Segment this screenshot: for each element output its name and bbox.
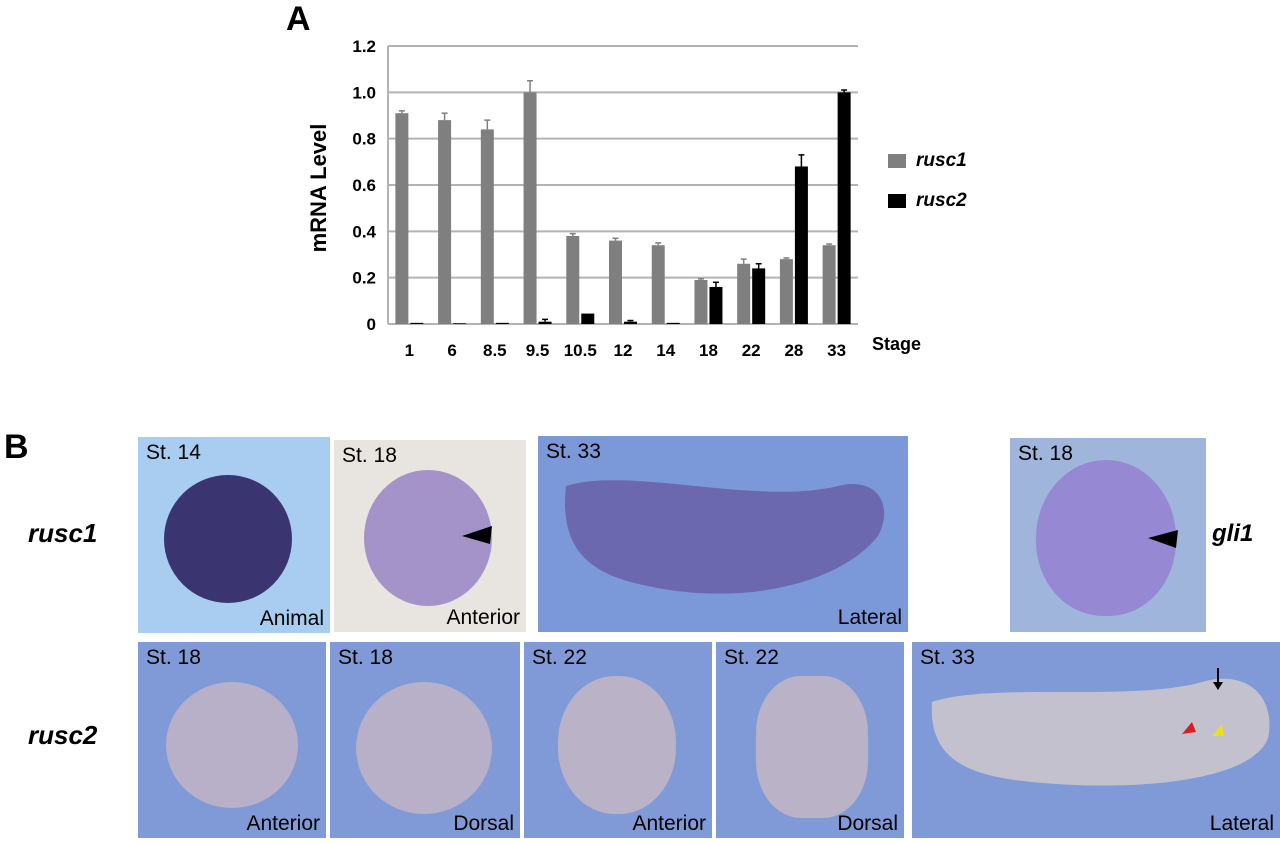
legend-swatch-rusc1 [888,154,906,168]
bar-rusc1 [737,263,751,324]
bar-rusc2 [709,286,723,324]
embryo-image [931,678,1270,786]
x-tick-label: 1 [405,341,414,360]
bar-rusc2 [624,321,637,324]
arrowhead-icon [1148,530,1178,548]
bar-rusc2 [410,322,424,324]
bar-rusc2 [666,322,680,324]
view-label: Anterior [246,812,320,835]
y-tick-label: 0.6 [352,176,376,195]
y-tick-label: 0.4 [352,222,376,241]
legend-swatch-rusc2 [888,194,906,208]
arrowhead-icon [462,526,492,544]
embryo-image [164,475,292,603]
stage-label: St. 33 [920,646,975,669]
legend-label-rusc2: rusc2 [916,190,967,211]
view-label: Dorsal [453,812,514,835]
stage-label: St. 14 [146,441,201,464]
embryo-image [564,480,885,594]
view-label: Lateral [837,606,902,629]
legend-item-rusc2: rusc2 [888,190,967,212]
row-label-rusc1: rusc1 [28,518,98,548]
bar-rusc2 [581,313,595,324]
stage-label: St. 18 [338,646,393,669]
bar-rusc1 [566,235,580,324]
y-tick-label: 0.2 [352,269,376,288]
arrow-markers-icon [1182,668,1224,736]
bar-rusc1 [822,245,836,324]
image-tile-rusc1-st33: St. 33 Lateral [538,436,908,632]
stage-label: St. 22 [724,646,779,669]
x-tick-label: 28 [784,341,803,360]
stage-label: St. 33 [546,440,601,463]
x-tick-label: 9.5 [526,341,550,360]
row-label-rusc2: rusc2 [28,720,98,750]
bar-rusc2 [453,323,467,324]
bar-rusc1 [609,240,622,324]
embryo-image [558,676,676,814]
image-tile-rusc1-st18: St. 18 Anterior [334,440,526,632]
embryo-image [166,682,298,808]
x-tick-label: 12 [614,341,633,360]
y-tick-label: 0.8 [352,130,376,149]
y-tick-label: 1.2 [352,37,376,56]
image-tile-rusc2-st18-dorsal: St. 18 Dorsal [330,642,520,838]
bar-rusc1 [651,245,665,324]
embryo-image [356,682,492,814]
image-tile-rusc2-st33: St. 33 Lateral [912,642,1280,838]
view-label: Lateral [1209,812,1274,835]
bar-rusc1 [480,129,494,324]
view-label: Anterior [632,812,706,835]
panel-a-letter: A [286,0,311,38]
x-tick-label: 33 [827,341,846,360]
image-tile-rusc2-st22-anterior: St. 22 Anterior [524,642,712,838]
x-tick-label: 6 [447,341,456,360]
x-tick-label: 8.5 [483,341,507,360]
bar-rusc1 [438,120,452,324]
bar-rusc2 [794,166,808,324]
x-tick-label: 14 [656,341,675,360]
bar-rusc1 [523,92,537,324]
image-tile-rusc2-st18-anterior: St. 18 Anterior [138,642,326,838]
bar-rusc1 [779,259,793,324]
bar-rusc1 [395,113,409,324]
bar-rusc2 [837,92,851,324]
stage-label: St. 18 [342,444,397,467]
bar-rusc2 [495,322,509,324]
view-label: Animal [259,607,324,630]
stage-label: St. 22 [532,646,587,669]
bar-rusc1 [694,279,708,324]
bar-chart: 0 0.2 0.4 0.6 0.8 1.0 1.2 mRNA Level 1 6 8.5 9.5 10.… [306,37,921,360]
y-tick-label: 1.0 [352,83,376,102]
x-tick-label: 18 [699,341,718,360]
stage-label: St. 18 [146,646,201,669]
image-tile-rusc2-st22-dorsal: St. 22 Dorsal [716,642,904,838]
legend-item-rusc1: rusc1 [888,150,967,172]
stage-label: St. 18 [1018,442,1073,465]
bar-rusc2 [538,321,552,324]
y-axis-label: mRNA Level [306,124,331,253]
view-label: Anterior [446,606,520,629]
x-tick-label: 22 [742,341,761,360]
embryo-image [756,676,868,818]
row-label-gli1: gli1 [1212,520,1254,547]
image-tile-gli1-st18: St. 18 [1010,438,1206,632]
legend-label-rusc1: rusc1 [916,150,967,171]
bar-rusc2 [752,268,766,324]
y-tick-label: 0 [367,315,376,334]
view-label: Dorsal [837,812,898,835]
image-tile-rusc1-st14: St. 14 Animal [138,437,330,633]
x-axis-label: Stage [872,334,921,354]
panel-b-letter: B [4,428,29,466]
x-tick-label: 10.5 [564,341,597,360]
